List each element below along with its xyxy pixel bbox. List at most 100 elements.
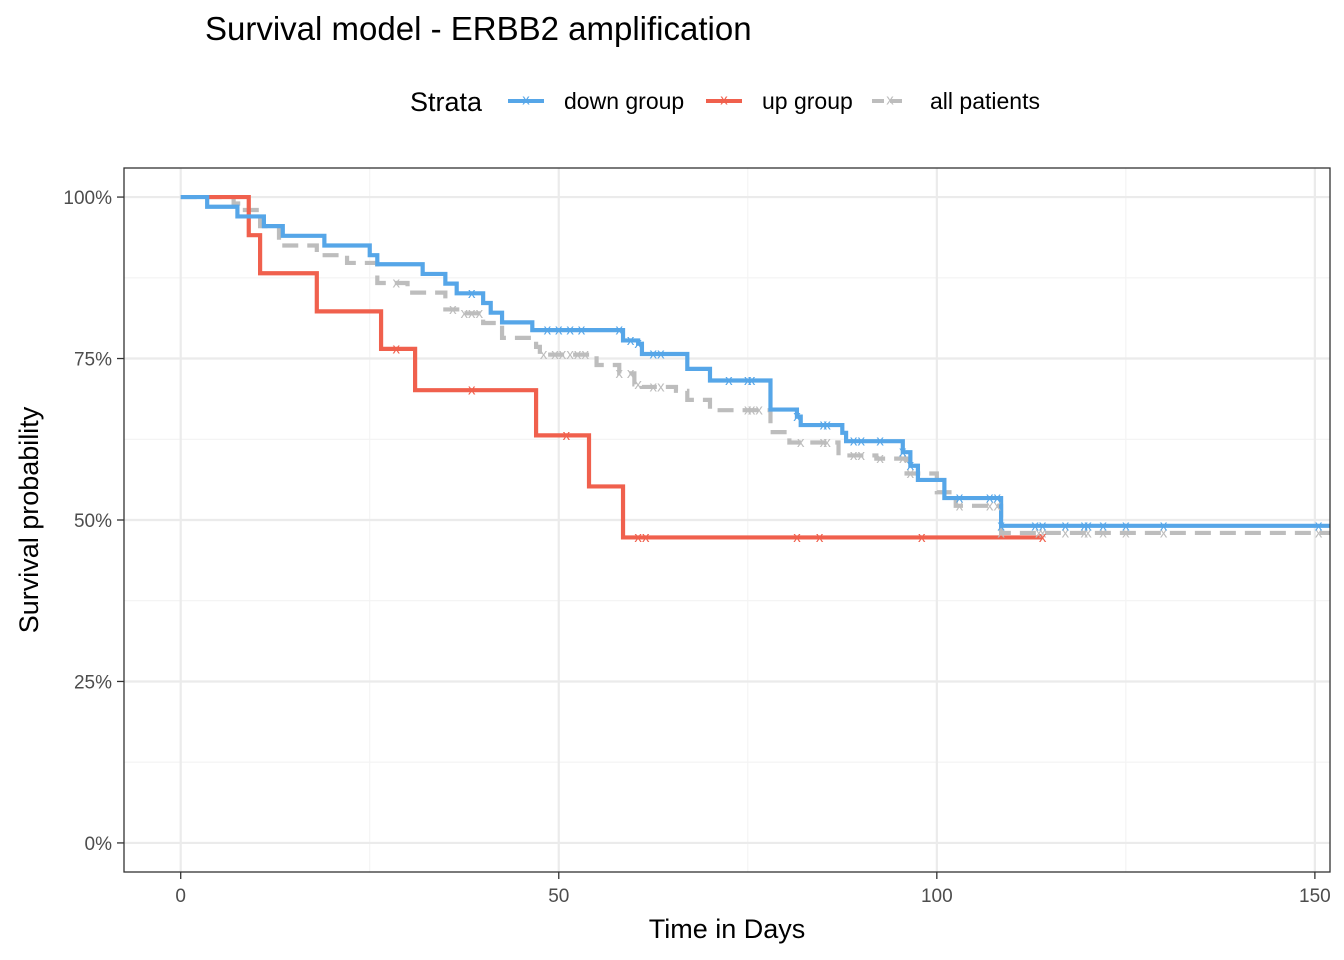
censor-mark-all-patients: x xyxy=(476,305,484,322)
censor-mark-down-group: x xyxy=(1062,517,1070,534)
censor-mark-all-patients: x xyxy=(1160,524,1168,541)
censor-mark-all-patients: x xyxy=(1315,524,1323,541)
censor-mark-down-group: x xyxy=(907,457,915,474)
censor-mark-up-group: x xyxy=(468,382,476,399)
censor-mark-down-group: x xyxy=(1081,517,1089,534)
y-tick-label: 100% xyxy=(63,188,112,209)
censor-mark-down-group: x xyxy=(1122,517,1130,534)
legend-title: Strata xyxy=(410,87,483,117)
x-axis: 0 50 100 150 xyxy=(175,872,1331,907)
censor-mark-all-patients: x xyxy=(986,497,994,514)
censor-mark-all-patients: x xyxy=(1099,524,1107,541)
plot-panel: xx x x xx x x x x xx xx x xxx xx xxx x x xxx x xx xx x xx x x x x… xyxy=(123,167,1331,873)
censor-mark-all-patients: x xyxy=(876,450,884,467)
censor-mark-down-group: x xyxy=(997,517,1005,534)
censor-mark-all-patients: x xyxy=(907,465,915,482)
censor-mark-down-group: x xyxy=(468,285,476,302)
censor-mark-down-group: x xyxy=(956,490,964,507)
censor-mark-all-patients: x xyxy=(994,497,1002,514)
censor-mark-all-patients: x xyxy=(559,346,567,363)
y-tick-label: 50% xyxy=(74,511,112,532)
legend-key-censor: x xyxy=(886,92,894,109)
censor-mark-up-group: x xyxy=(563,427,571,444)
y-tick-label: 0% xyxy=(85,834,113,855)
censor-mark-up-group: x xyxy=(642,529,650,546)
censor-mark-down-group: x xyxy=(650,346,658,363)
censor-mark-all-patients: x xyxy=(634,376,642,393)
censor-mark-all-patients: x xyxy=(551,346,559,363)
censor-mark-down-group: x xyxy=(823,417,831,434)
censor-mark-all-patients: x xyxy=(820,434,828,451)
censor-mark-down-group: x xyxy=(634,335,642,352)
y-tick-label: 75% xyxy=(74,350,112,371)
censor-mark-down-group: x xyxy=(725,372,733,389)
censor-mark-all-patients: x xyxy=(468,305,476,322)
censor-mark-all-patients: x xyxy=(392,274,400,291)
censor-mark-up-group: x xyxy=(793,529,801,546)
censor-mark-all-patients: x xyxy=(1039,524,1047,541)
legend-label: up group xyxy=(762,88,853,114)
censor-mark-down-group: x xyxy=(748,372,756,389)
y-axis: 0% 25% 50% 75% 100% xyxy=(63,188,124,855)
censor-mark-all-patients: x xyxy=(1084,524,1092,541)
censor-mark-all-patients: x xyxy=(899,450,907,467)
curve-all-patients xyxy=(180,194,1330,536)
censor-mark-up-group: x xyxy=(1039,529,1047,546)
censor-mark-down-group: x xyxy=(986,490,994,507)
censor-mark-down-group: x xyxy=(850,433,858,450)
y-axis-title: Survival probability xyxy=(14,406,44,633)
censor-mark-all-patients: x xyxy=(657,378,665,395)
x-axis-title: Time in Days xyxy=(649,914,806,944)
censor-mark-down-group: x xyxy=(744,372,752,389)
censor-mark-down-group: x xyxy=(994,490,1002,507)
censor-mark-all-patients: x xyxy=(850,447,858,464)
y-tick-label: 25% xyxy=(74,672,112,693)
censor-mark-all-patients: x xyxy=(1081,524,1089,541)
censor-mark-down-group: x xyxy=(876,433,884,450)
censor-mark-all-patients: x xyxy=(797,434,805,451)
censor-mark-all-patients: x xyxy=(461,305,469,322)
censor-mark-down-group: x xyxy=(820,417,828,434)
censor-mark-up-group: x xyxy=(392,340,400,357)
censor-mark-all-patients: x xyxy=(997,524,1005,541)
x-tick-label: 100 xyxy=(921,886,953,907)
legend-key-censor: x xyxy=(522,92,530,109)
censor-mark-down-group: x xyxy=(1084,517,1092,534)
censor-mark-down-group: x xyxy=(1315,517,1323,534)
censor-mark-up-group: x xyxy=(634,529,642,546)
curve-up-group xyxy=(207,194,1043,540)
censor-mark-all-patients: x xyxy=(540,346,548,363)
censor-mark-down-group: x xyxy=(616,322,624,339)
censor-mark-all-patients: x xyxy=(755,402,763,419)
censor-mark-all-patients: x xyxy=(857,447,865,464)
censor-mark-down-group: x xyxy=(1099,517,1107,534)
censor-mark-all-patients: x xyxy=(823,434,831,451)
censor-mark-all-patients: x xyxy=(1122,524,1130,541)
censor-mark-all-patients: x xyxy=(1062,524,1070,541)
censor-mark-down-group: x xyxy=(1039,517,1047,534)
censor-mark-down-group: x xyxy=(627,332,635,349)
censor-mark-down-group: x xyxy=(1031,517,1039,534)
censor-mark-down-group: x xyxy=(1160,517,1168,534)
censor-mark-all-patients: x xyxy=(744,402,752,419)
censor-mark-all-patients: x xyxy=(574,346,582,363)
censor-mark-all-patients: x xyxy=(616,365,624,382)
censor-mark-up-group: x xyxy=(918,529,926,546)
censor-mark-down-group: x xyxy=(578,322,586,339)
censor-mark-all-patients: x xyxy=(566,346,574,363)
legend-key-censor: x xyxy=(720,92,728,109)
x-tick-label: 50 xyxy=(548,886,569,907)
censor-mark-down-group: x xyxy=(555,322,563,339)
legend: Strata x down group x up group x all patients xyxy=(410,87,1040,117)
censor-mark-up-group: x xyxy=(816,529,824,546)
censor-mark-all-patients: x xyxy=(449,301,457,318)
censor-mark-all-patients: x xyxy=(650,378,658,395)
censor-mark-down-group: x xyxy=(899,444,907,461)
censor-mark-all-patients: x xyxy=(627,365,635,382)
censor-mark-all-patients: x xyxy=(956,497,964,514)
censor-mark-all-patients: x xyxy=(748,402,756,419)
legend-item-down-group: x down group xyxy=(508,88,684,114)
chart-title: Survival model - ERBB2 amplification xyxy=(205,10,752,47)
censor-mark-down-group: x xyxy=(657,346,665,363)
